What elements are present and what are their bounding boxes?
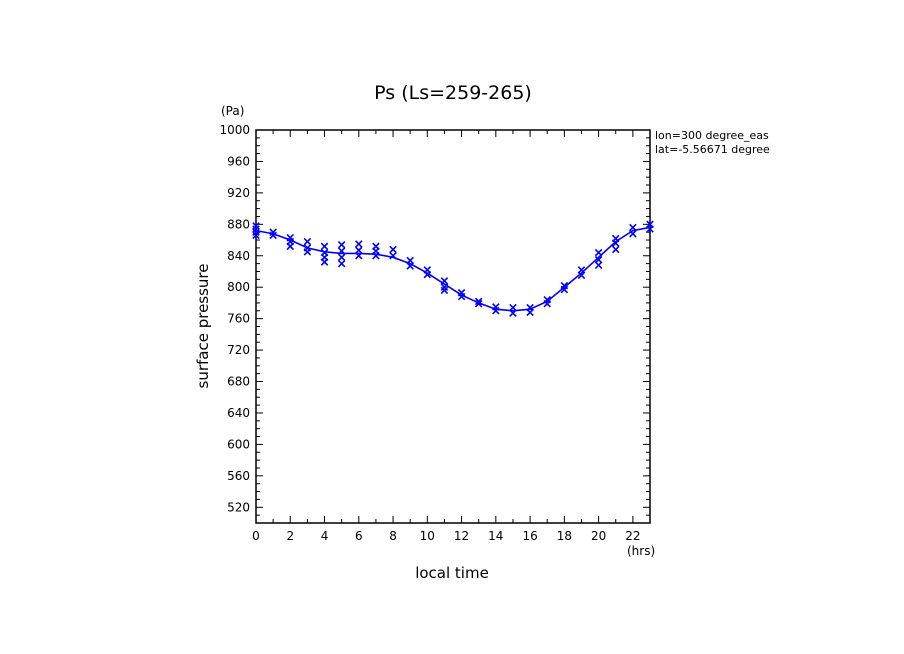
plot-area: 0 2 4 6 8 10 12 14 16 18 20 22 520 560 600 640 680 720 760…: [219, 123, 654, 543]
x-tick-label: 6: [355, 529, 363, 543]
x-tick-label: 10: [420, 529, 435, 543]
data-point-marker: [389, 245, 397, 254]
data-point-marker: [577, 266, 586, 274]
data-point-marker: [355, 251, 363, 260]
data-point-marker: [303, 237, 312, 246]
y-tick-label: 960: [227, 154, 250, 168]
data-point-marker: [543, 299, 551, 308]
y-unit-label: (Pa): [221, 104, 244, 118]
x-tick-label: 4: [321, 529, 329, 543]
data-point-marker: [303, 248, 312, 256]
y-tick-label: 600: [227, 437, 250, 451]
data-point-marker: [286, 242, 295, 251]
data-point-marker: [337, 253, 346, 262]
y-tick-label: 880: [227, 217, 250, 231]
x-tick-label: 18: [557, 529, 572, 543]
data-point-marker: [355, 240, 363, 248]
mean-pressure-line: [255, 226, 651, 312]
x-tick-label: 0: [252, 529, 260, 543]
data-point-marker: [320, 258, 329, 266]
plot-frame: [255, 129, 651, 524]
data-point-marker: [611, 245, 620, 254]
x-tick-label: 2: [286, 529, 294, 543]
data-point-marker: [406, 262, 414, 270]
longitude-annotation: lon=300 degree_eas: [655, 129, 769, 142]
data-point-marker: [320, 242, 329, 251]
x-tick-label: 20: [591, 529, 606, 543]
x-axis-title: local time: [415, 564, 489, 582]
data-point-marker: [337, 259, 346, 268]
y-tick-label: 1000: [219, 123, 250, 137]
y-tick-label: 680: [227, 375, 250, 389]
data-point-marker: [372, 251, 380, 260]
data-point-marker: [560, 285, 569, 294]
data-point-marker: [611, 239, 620, 247]
data-point-marker: [594, 248, 603, 257]
y-tick-label: 560: [227, 469, 250, 483]
data-point-marker: [509, 309, 517, 317]
data-point-marker: [337, 247, 346, 255]
x-tick-label: 14: [488, 529, 503, 543]
y-tick-label: 800: [227, 280, 250, 294]
y-tick-label: 840: [227, 249, 250, 263]
data-point-marker: [629, 223, 637, 232]
data-point-marker: [406, 256, 414, 265]
data-point-marker: [629, 229, 637, 238]
y-tick-label: 520: [227, 500, 250, 514]
x-tick-label: 8: [389, 529, 397, 543]
y-axis-title: surface pressure: [194, 264, 212, 389]
data-point-marker: [492, 307, 500, 315]
data-point-marker: [440, 277, 449, 285]
data-point-marker: [269, 231, 277, 240]
data-point-marker: [594, 255, 603, 264]
x-unit-label: (hrs): [627, 544, 655, 558]
data-point-marker: [355, 246, 363, 255]
data-point-marker: [252, 231, 260, 240]
data-point-marker: [389, 251, 397, 260]
data-point-marker: [526, 308, 534, 317]
data-point-marker: [594, 261, 603, 269]
data-point-marker: [423, 270, 432, 279]
data-point-marker: [457, 292, 466, 301]
y-tick-label: 640: [227, 406, 250, 420]
y-tick-label: 920: [227, 186, 250, 200]
data-point-marker: [509, 303, 517, 312]
data-point-marker: [337, 240, 346, 249]
data-point-marker: [474, 299, 483, 308]
x-tick-label: 16: [522, 529, 537, 543]
chart-title: Ps (Ls=259-265): [374, 82, 532, 104]
x-tick-label: 12: [454, 529, 469, 543]
latitude-annotation: lat=-5.56671 degree: [655, 143, 770, 156]
data-point-marker: [440, 286, 449, 295]
x-tick-label: 22: [625, 529, 640, 543]
y-tick-label: 720: [227, 343, 250, 357]
data-point-marker: [252, 225, 260, 233]
data-point-marker: [474, 297, 483, 306]
data-point-marker: [577, 271, 586, 280]
data-point-marker: [646, 225, 654, 233]
y-tick-label: 760: [227, 312, 250, 326]
